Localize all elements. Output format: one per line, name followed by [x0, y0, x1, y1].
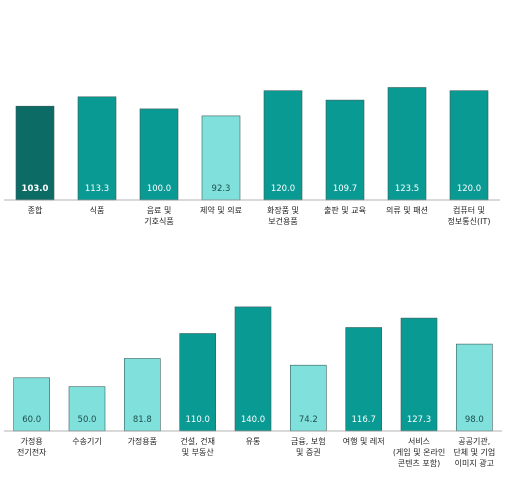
category-label-1-3-line-2: 기호식품 [144, 217, 173, 226]
bar-1-4 [201, 115, 241, 201]
category-label-2-4-line-1: 건설, 건재 [180, 436, 215, 446]
category-label-2-5: 유통 [246, 437, 261, 446]
bar-2-4 [179, 333, 216, 432]
value-label-1-3: 100.0 [147, 184, 171, 194]
category-label-1-6: 출판 및 교육 [324, 205, 366, 215]
category-label-2-2: 수송기기 [72, 437, 101, 446]
bar-2-8 [400, 317, 438, 432]
value-label-2-4: 110.0 [186, 415, 210, 425]
value-label-1-5: 120.0 [271, 184, 295, 194]
bar-1-1 [15, 105, 55, 201]
bar-2-7 [345, 327, 383, 432]
category-label-2-9-line-1: 공공기관, [458, 436, 490, 446]
value-label-2-7: 116.7 [352, 415, 376, 425]
value-label-2-3: 81.8 [133, 415, 152, 425]
category-label-2-9-line-2: 단체 및 기업 [453, 447, 495, 457]
category-label-2-3: 가정용품 [128, 436, 157, 446]
category-label-2-9-line-3: 이미지 광고 [455, 458, 494, 468]
category-label-2-1-line-1: 가정용 [21, 436, 43, 446]
category-label-1-3-line-1: 음료 및 [147, 205, 172, 215]
bar-1-8 [449, 90, 489, 201]
bar-2-3 [124, 358, 161, 432]
value-label-1-1: 103.0 [22, 184, 49, 194]
category-label-1-1: 종합 [28, 206, 43, 215]
category-label-2-8-line-3: 콘텐츠 포함) [398, 458, 440, 468]
category-label-2-1-line-2: 전기전자 [17, 447, 47, 457]
value-label-2-1: 60.0 [22, 415, 41, 425]
value-label-1-2: 113.3 [85, 184, 109, 194]
category-label-2-6-line-2: 및 증권 [296, 447, 321, 457]
bar-1-3 [139, 108, 179, 201]
bar-2-6 [289, 364, 327, 432]
category-label-2-8-line-2: (게임 및 온라인 [393, 447, 445, 457]
category-label-1-7: 의류 및 패션 [386, 205, 428, 215]
value-label-2-6: 74.2 [299, 415, 318, 425]
value-label-1-7: 123.5 [395, 184, 419, 194]
category-label-2-8-line-1: 서비스 [408, 437, 430, 446]
value-label-2-2: 50.0 [78, 415, 97, 425]
value-label-2-9: 98.0 [465, 415, 484, 425]
bar-1-6 [325, 99, 365, 201]
category-label-1-5-line-1: 화장품 및 [267, 205, 299, 215]
bar-2-2 [68, 386, 106, 432]
value-label-1-4: 92.3 [212, 184, 231, 194]
value-label-2-8: 127.3 [407, 415, 431, 425]
category-label-1-5-line-2: 보건용품 [268, 216, 297, 226]
value-label-1-8: 120.0 [457, 184, 481, 194]
bar-2-1 [13, 377, 50, 432]
category-label-1-8-line-1: 컴퓨터 및 [453, 205, 485, 215]
bar-1-5 [263, 90, 303, 201]
bar-2-5 [234, 306, 272, 432]
category-label-2-6-line-1: 금융, 보험 [291, 437, 326, 446]
bar-1-2 [77, 96, 117, 201]
category-label-1-2: 식품 [90, 206, 105, 215]
value-label-2-5: 140.0 [241, 415, 265, 425]
category-label-2-7: 여행 및 레저 [343, 436, 385, 446]
category-label-1-4: 제약 및 의료 [200, 205, 242, 215]
value-label-1-6: 109.7 [333, 184, 357, 194]
category-label-2-4-line-2: 및 부동산 [182, 447, 215, 457]
category-label-1-8-line-2: 정보통신(IT) [448, 216, 491, 226]
